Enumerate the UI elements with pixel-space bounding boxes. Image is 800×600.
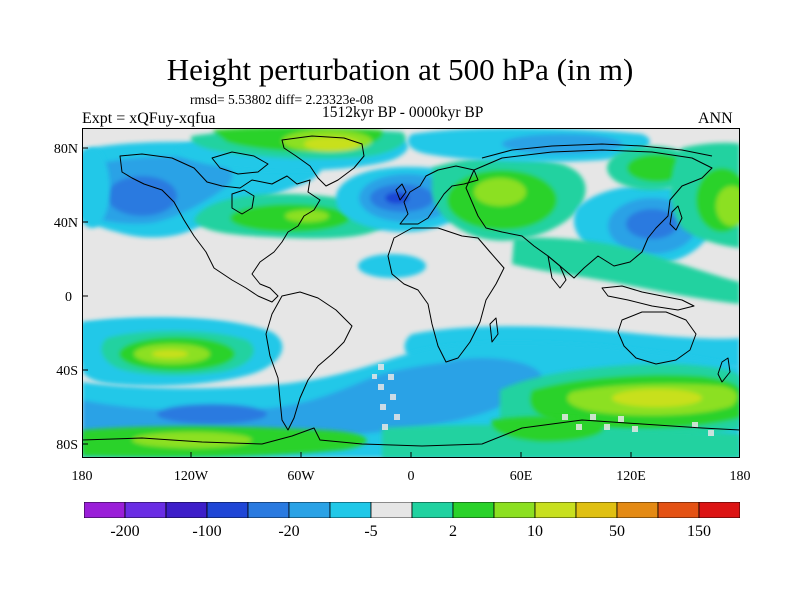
coastline-madagascar — [489, 317, 499, 343]
stats-text: rmsd= 5.53802 diff= 2.23323e-08 — [190, 92, 374, 107]
coastline-siberia — [481, 143, 713, 159]
coastline-antarctica — [82, 419, 740, 447]
colorbar — [84, 502, 740, 518]
lon-label-180e: 180 — [730, 469, 751, 484]
lon-label-120w: 120W — [174, 469, 209, 484]
coastline-maritime — [601, 285, 695, 311]
colorbar-label: 50 — [609, 523, 625, 540]
lon-label-180w: 180 — [72, 469, 93, 484]
coastline-asia — [465, 149, 713, 279]
colorbar-cell — [288, 502, 331, 518]
colorbar-cell — [452, 502, 495, 518]
coastline-british-isles — [395, 183, 407, 201]
axis-labels: 80N 40N 0 40S 80S 180 120W 60W 0 60E 120… — [54, 142, 751, 484]
colorbar-cell — [165, 502, 208, 518]
lon-label-60w: 60W — [287, 469, 315, 484]
season-label: ANN — [698, 110, 733, 127]
lon-label-60e: 60E — [510, 469, 533, 484]
anomaly-region-dateline-high — [82, 142, 740, 248]
lon-label-120e: 120E — [616, 469, 646, 484]
lon-label-0: 0 — [408, 469, 415, 484]
colorbar-cell — [493, 502, 536, 518]
colorbar-label: 2 — [449, 523, 457, 540]
colorbar-cell — [698, 502, 740, 518]
period-label: 1512kyr BP - 0000kyr BP — [322, 104, 484, 121]
colorbar-label: -20 — [278, 523, 299, 540]
coastlines — [82, 135, 740, 447]
coastline-hudson-bay — [231, 189, 255, 215]
lat-label-80n: 80N — [54, 142, 78, 157]
coastline-north-america — [119, 153, 321, 303]
lat-label-40n: 40N — [54, 216, 78, 231]
coastline-japan — [669, 205, 683, 231]
lat-label-0: 0 — [65, 290, 72, 305]
lat-label-80s: 80S — [56, 438, 78, 453]
map-panel — [82, 128, 740, 458]
axis-ticks — [82, 147, 632, 458]
coastline-africa — [387, 227, 505, 363]
colorbar-cell — [657, 502, 700, 518]
anomaly-region-siberia — [407, 128, 650, 162]
coastline-greenland — [281, 135, 365, 187]
colorbar-label: -100 — [192, 523, 221, 540]
anomaly-region-south-pacific — [82, 317, 283, 386]
coastline-australia — [617, 311, 697, 365]
plot-title: Height perturbation at 500 hPa (in m) — [166, 52, 634, 87]
colorbar-label: -200 — [110, 523, 139, 540]
colorbar-cell — [247, 502, 290, 518]
colorbar-cell — [616, 502, 659, 518]
experiment-label: Expt = xQFuy-xqfua — [82, 110, 216, 127]
colorbar-label: 150 — [687, 523, 711, 540]
colorbar-cell — [575, 502, 618, 518]
colorbar-cell — [206, 502, 249, 518]
colorbar-labels: -200 -100 -20 -5 2 10 50 150 — [110, 523, 711, 540]
colorbar-cell — [84, 502, 126, 518]
anomaly-region-greenland — [177, 128, 409, 171]
colorbar-cell — [124, 502, 167, 518]
colorbar-cell — [329, 502, 372, 518]
coastline-india — [547, 255, 567, 289]
lat-label-40s: 40S — [56, 364, 78, 379]
colorbar-cell — [411, 502, 454, 518]
colorbar-cell — [534, 502, 577, 518]
anomaly-region-antarctica — [82, 416, 740, 458]
coastline-arctic-islands — [211, 151, 269, 175]
coastline-south-america — [265, 291, 353, 431]
map-svg — [82, 128, 740, 458]
colorbar-cell — [370, 502, 413, 518]
colorbar-label: -5 — [364, 523, 377, 540]
colorbar-label: 10 — [527, 523, 543, 540]
speckle-cells — [232, 298, 714, 436]
coastline-new-zealand — [717, 357, 731, 383]
